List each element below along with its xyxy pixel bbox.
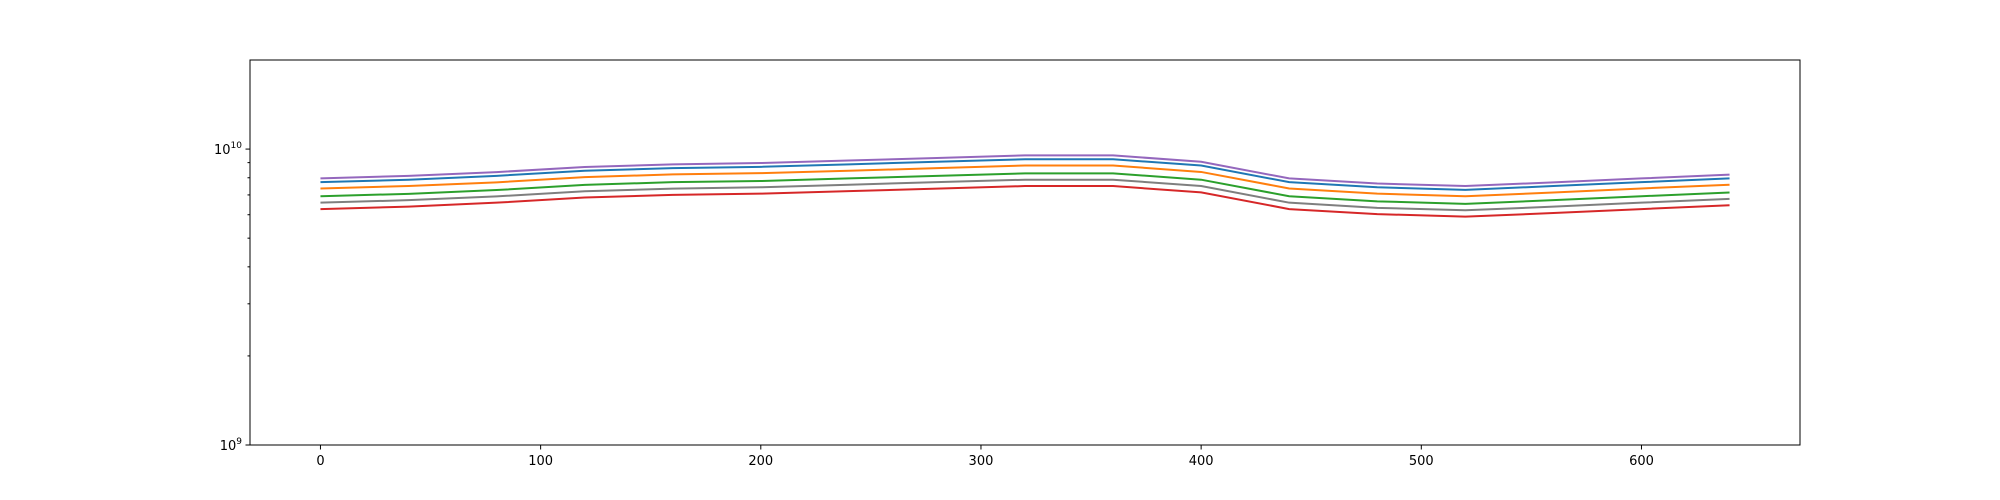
axes-frame <box>249 59 1801 446</box>
y-tick-label: 1010 <box>214 141 242 158</box>
data-line <box>320 158 1730 191</box>
data-line <box>320 154 1730 188</box>
data-line <box>320 172 1730 205</box>
x-tick-label: 600 <box>1629 454 1654 469</box>
y-tick-label: 109 <box>220 437 243 454</box>
data-line <box>320 178 1730 212</box>
plot-lines <box>320 154 1730 218</box>
x-tick-label: 200 <box>748 454 773 469</box>
x-tick-label: 400 <box>1189 454 1214 469</box>
data-line <box>320 164 1730 198</box>
x-tick-label: 500 <box>1409 454 1434 469</box>
x-tick-label: 100 <box>528 454 553 469</box>
data-line <box>320 185 1730 218</box>
x-tick-label: 300 <box>969 454 994 469</box>
x-tick-label: 0 <box>316 454 324 469</box>
